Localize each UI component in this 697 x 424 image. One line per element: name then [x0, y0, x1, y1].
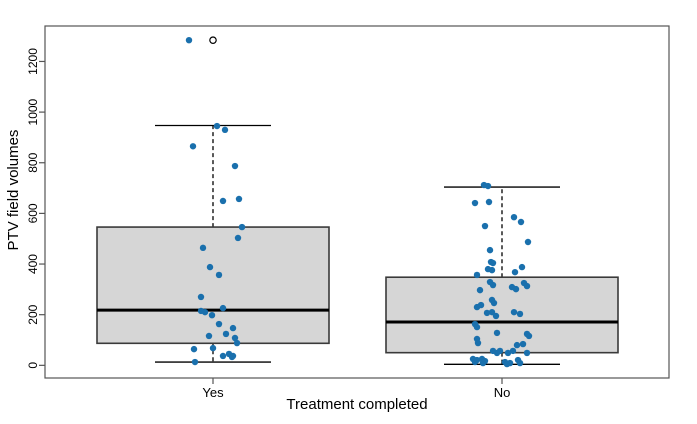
data-point — [489, 259, 497, 267]
data-point — [517, 218, 525, 226]
data-point — [201, 308, 209, 316]
data-point — [483, 309, 491, 317]
data-point — [519, 340, 527, 348]
y-tick-label: 200 — [26, 304, 40, 324]
data-point — [231, 162, 239, 170]
y-tick-label: 0 — [26, 362, 40, 369]
data-point — [476, 286, 484, 294]
data-point — [228, 353, 236, 361]
data-point — [473, 356, 481, 364]
data-point — [516, 310, 524, 318]
data-point — [509, 347, 517, 355]
iqr-box — [96, 226, 330, 345]
data-point — [506, 359, 514, 367]
data-point — [504, 349, 512, 357]
data-point — [219, 197, 227, 205]
data-point — [219, 304, 227, 312]
data-point — [489, 281, 497, 289]
data-point — [488, 308, 496, 316]
data-point — [199, 244, 207, 252]
data-point — [219, 352, 227, 360]
data-point — [513, 341, 521, 349]
data-point — [484, 182, 492, 190]
y-tick-label: 400 — [26, 254, 40, 274]
x-tick-label-yes: Yes — [202, 385, 224, 400]
data-point — [213, 122, 221, 130]
data-point — [481, 222, 489, 230]
x-tick-label-no: No — [494, 385, 511, 400]
y-axis-label: PTV field volumes — [5, 129, 22, 251]
data-point — [510, 213, 518, 221]
outlier-point — [209, 36, 217, 44]
data-point — [209, 344, 217, 352]
data-point — [208, 311, 216, 319]
data-point — [492, 312, 500, 320]
data-point — [473, 271, 481, 279]
y-tick-label: 1000 — [26, 98, 40, 125]
data-point — [493, 329, 501, 337]
data-point — [189, 143, 197, 150]
data-point — [197, 293, 205, 301]
data-point — [215, 320, 223, 328]
data-point — [486, 246, 494, 254]
data-point — [485, 198, 493, 206]
y-tick-label: 800 — [26, 152, 40, 172]
data-point — [206, 263, 214, 271]
data-point — [474, 339, 482, 347]
data-point — [524, 238, 532, 246]
plot-frame — [44, 25, 670, 379]
jitter-points-yes — [185, 36, 246, 366]
data-point — [471, 199, 479, 207]
data-point — [235, 195, 243, 203]
data-point — [191, 358, 199, 366]
data-point — [496, 347, 504, 355]
data-point — [231, 334, 239, 342]
data-point — [510, 308, 518, 316]
data-point — [477, 301, 485, 309]
data-point — [481, 357, 489, 365]
data-point — [523, 349, 531, 357]
iqr-box — [385, 276, 619, 354]
data-point — [190, 345, 198, 353]
data-point — [229, 324, 237, 332]
data-point — [488, 266, 496, 274]
jitter-points-no — [469, 181, 533, 368]
data-point — [185, 36, 193, 44]
x-axis-label: Treatment completed — [286, 396, 428, 413]
data-point — [511, 268, 519, 276]
boxplot-group-yes — [96, 36, 330, 363]
y-tick-label: 600 — [26, 203, 40, 223]
data-point — [205, 332, 213, 340]
data-point — [221, 126, 229, 134]
y-tick-label: 1200 — [26, 48, 40, 75]
data-point — [238, 223, 246, 231]
boxplot-group-no — [385, 186, 619, 365]
data-point — [512, 285, 520, 293]
data-point — [234, 234, 242, 242]
data-point — [525, 332, 533, 340]
data-point — [233, 339, 241, 347]
data-point — [490, 299, 498, 307]
data-point — [518, 263, 526, 271]
data-point — [523, 282, 531, 290]
data-point — [222, 330, 230, 338]
data-point — [215, 271, 223, 279]
data-point — [473, 323, 481, 331]
data-point — [516, 359, 524, 367]
